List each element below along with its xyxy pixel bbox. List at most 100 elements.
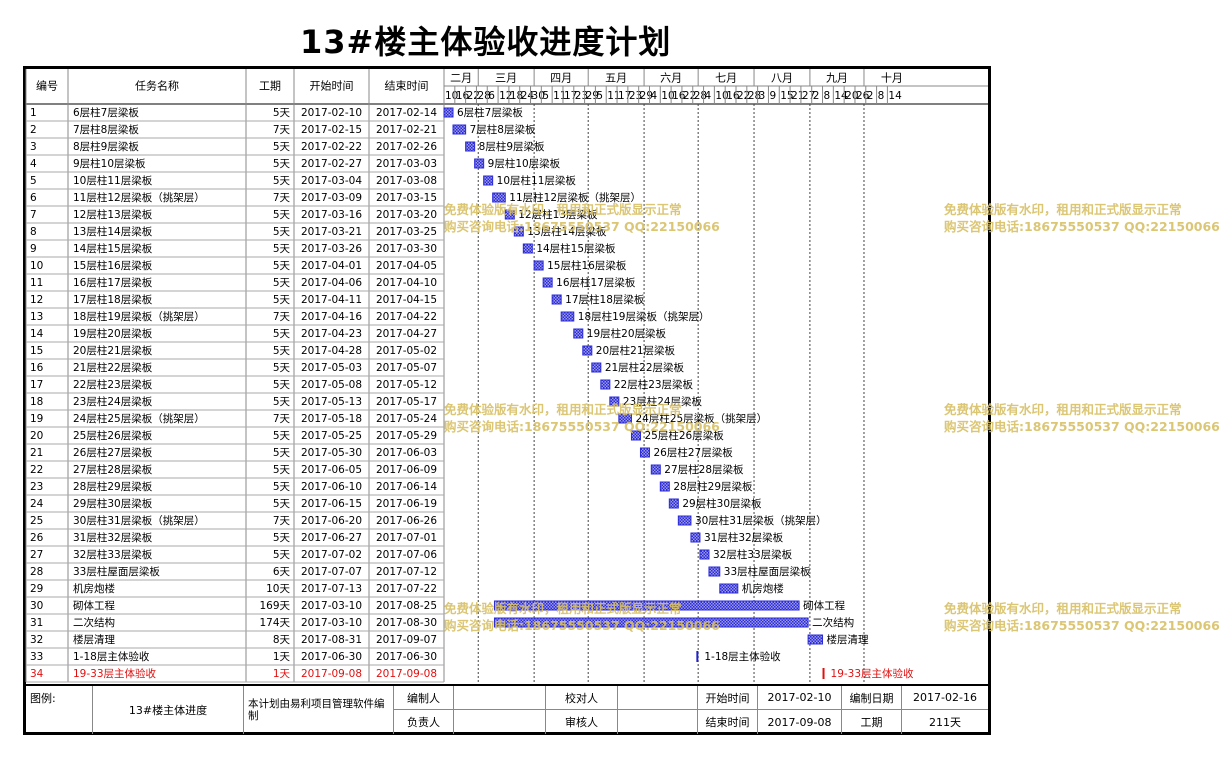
task-id: 13 [30,311,43,323]
end-value: 2017-09-08 [758,710,842,734]
task-name: 16层柱17层梁板 [73,276,153,289]
task-end: 2017-02-21 [376,124,437,136]
task-duration: 5天 [273,277,291,289]
task-end: 2017-04-27 [376,328,437,340]
task-duration: 5天 [273,209,291,221]
task-duration: 7天 [273,192,291,204]
bar-label: 18层柱19层梁板（挑架层） [578,310,710,323]
task-end: 2017-06-26 [376,515,437,527]
task-id: 10 [30,260,43,272]
gantt-frame [23,66,991,735]
checked-by-label: 校对人 [546,686,618,710]
day-tick-label: 9 [769,90,776,102]
task-id: 31 [30,617,43,629]
header-end: 结束时间 [385,80,429,93]
task-end: 2017-04-15 [376,294,437,306]
task-bar [630,430,641,441]
task-start: 2017-04-16 [301,311,362,323]
bar-label: 27层柱28层梁板 [664,463,744,476]
task-id: 29 [30,583,43,595]
responsible-label: 负责人 [394,710,454,734]
checked-by-value [618,686,698,710]
task-name: 23层柱24层梁板 [73,395,153,408]
reviewer-label: 审核人 [546,710,618,734]
task-end: 2017-06-14 [376,481,437,493]
task-bar [690,532,701,543]
task-duration: 5天 [273,175,291,187]
task-name: 33层柱屋面层梁板 [73,565,160,578]
bar-label: 24层柱25层梁板（挑架层） [635,412,767,425]
bar-label: 22层柱23层梁板 [614,378,694,391]
task-name: 1-18层主体验收 [73,650,150,663]
bar-label: 15层柱16层梁板 [547,259,627,272]
task-bar [609,396,620,407]
day-tick-label: 6 [488,90,495,102]
task-start: 2017-06-30 [301,651,362,663]
task-name: 机房炮楼 [73,582,115,595]
header-start: 开始时间 [310,79,354,93]
task-start: 2017-05-30 [301,447,362,459]
task-bar [533,260,544,271]
task-duration: 7天 [273,124,291,136]
header-name: 任务名称 [135,79,179,93]
task-start: 2017-03-10 [301,617,362,629]
bar-label: 32层柱33层梁板 [713,548,793,561]
watermark: 免费体验版有水印，租用和正式版显示正常 购买咨询电话:18675550537 QQ… [444,202,720,234]
bar-label: 13层柱14层梁板 [527,225,607,238]
task-id: 32 [30,634,43,646]
bar-label: 33层柱屋面层梁板 [724,565,811,578]
bar-label: 16层柱17层梁板 [556,276,636,289]
bar-label: 6层柱7层梁板 [457,106,523,119]
task-end: 2017-07-12 [376,566,437,578]
day-tick-label: 5 [542,90,549,102]
milestone-marker [822,668,825,679]
task-duration: 7天 [273,311,291,323]
bar-label: 机房炮楼 [742,582,784,595]
task-id: 1 [30,107,37,119]
task-name: 30层柱31层梁板（挑架层） [73,514,205,527]
task-end: 2017-03-30 [376,243,437,255]
start-value: 2017-02-10 [758,686,842,710]
end-label: 结束时间 [698,710,758,734]
watermark: 免费体验版有水印，租用和正式版显示正常 购买咨询电话:18675550537 QQ… [944,202,1220,234]
task-end: 2017-04-22 [376,311,437,323]
task-id: 11 [30,277,43,289]
task-bar [443,107,454,118]
task-start: 2017-06-05 [301,464,362,476]
task-end: 2017-05-12 [376,379,437,391]
day-tick-label: 5 [596,90,603,102]
task-bar [560,311,575,322]
bar-label: 20层柱21层梁板 [596,344,676,357]
prep-date-value: 2017-02-16 [902,686,988,710]
task-bar [668,498,679,509]
responsible-value [454,710,546,734]
task-end: 2017-04-10 [376,277,437,289]
task-end: 2017-02-14 [376,107,437,119]
task-start: 2017-03-09 [301,192,362,204]
task-duration: 5天 [273,532,291,544]
task-duration: 5天 [273,464,291,476]
task-start: 2017-08-31 [301,634,362,646]
task-bar [493,600,800,611]
prepared-by-value [454,686,546,710]
task-start: 2017-06-10 [301,481,362,493]
task-duration: 6天 [273,566,291,578]
task-bar [551,294,562,305]
task-duration: 5天 [273,362,291,374]
bar-label: 楼层清理 [827,633,869,646]
task-name: 32层柱33层梁板 [73,548,153,561]
task-name: 砌体工程 [73,600,115,612]
duration-label: 工期 [842,710,902,734]
day-tick-label: 2 [813,90,820,102]
task-bar [699,549,710,560]
task-id: 18 [30,396,43,408]
task-start: 2017-02-15 [301,124,362,136]
prep-date-label: 编制日期 [842,686,902,710]
task-id: 17 [30,379,43,391]
task-duration: 5天 [273,481,291,493]
task-id: 23 [30,481,43,493]
task-start: 2017-05-08 [301,379,362,391]
task-bar [677,515,692,526]
task-name: 20层柱21层梁板 [73,344,153,357]
legend-name: 13#楼主体进度 [92,686,244,734]
